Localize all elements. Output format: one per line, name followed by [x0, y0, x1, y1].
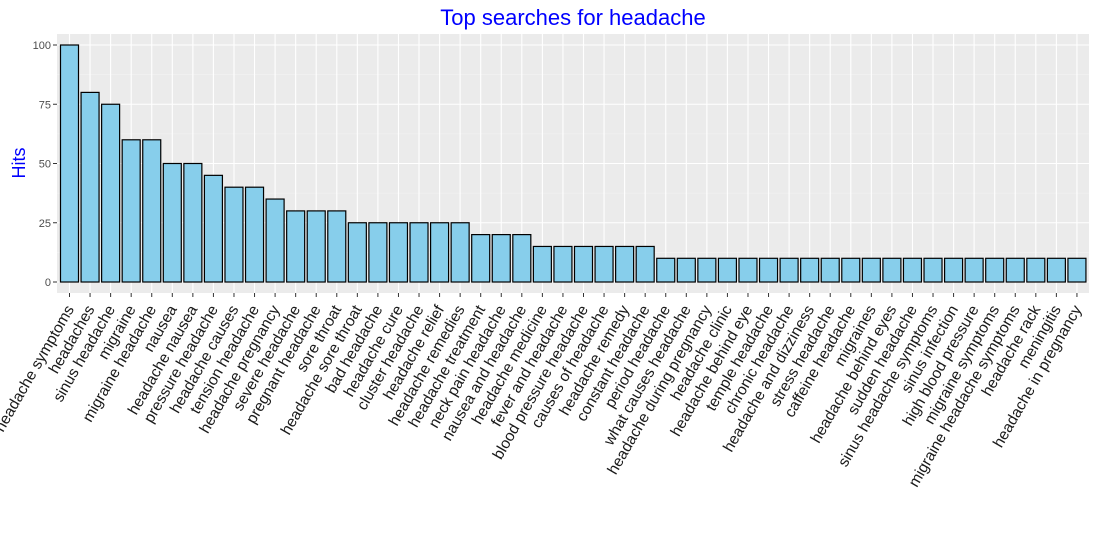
bar — [943, 257, 964, 283]
bar — [306, 210, 326, 283]
bar — [902, 257, 923, 283]
bar — [820, 257, 840, 283]
bar — [347, 222, 367, 283]
bar — [80, 91, 100, 283]
bars-group — [59, 44, 1087, 283]
bar — [758, 257, 779, 283]
bar — [101, 103, 121, 283]
bar — [1046, 257, 1066, 283]
bar — [573, 245, 594, 283]
bar — [1005, 257, 1025, 283]
y-tick-label: 0 — [45, 277, 51, 289]
bar — [923, 257, 943, 283]
bar — [800, 257, 820, 283]
bar — [224, 186, 244, 283]
bar — [162, 162, 182, 283]
bar — [429, 222, 450, 283]
bar — [1026, 257, 1046, 283]
bar — [1067, 257, 1087, 283]
bar — [738, 257, 758, 283]
bar — [388, 222, 409, 283]
bar — [697, 257, 717, 283]
bar — [615, 245, 635, 283]
bar — [779, 257, 799, 283]
bar — [59, 44, 80, 283]
y-axis-label: Hits — [9, 148, 29, 179]
bar — [553, 245, 573, 283]
bar — [244, 186, 265, 283]
bar — [861, 257, 881, 283]
bar — [594, 245, 614, 283]
bar — [121, 139, 141, 283]
bar — [882, 257, 902, 283]
y-tick-label: 75 — [39, 99, 51, 111]
bar — [286, 210, 306, 283]
bar — [142, 139, 162, 283]
y-tick-label: 50 — [39, 159, 51, 171]
bar — [183, 162, 203, 283]
bar — [327, 210, 347, 283]
bar — [985, 257, 1005, 283]
y-tick-label: 100 — [33, 40, 51, 52]
bar — [635, 245, 655, 283]
chart-title: Top searches for headache — [440, 5, 705, 30]
y-tick-label: 25 — [39, 218, 51, 230]
bar — [203, 174, 224, 283]
bar — [265, 198, 285, 283]
bar — [656, 257, 676, 283]
bar — [368, 222, 388, 283]
bar — [450, 222, 470, 283]
bar — [841, 257, 861, 283]
bar — [717, 257, 738, 283]
bar — [491, 234, 511, 283]
bar — [409, 222, 429, 283]
bar — [964, 257, 984, 283]
bar — [471, 234, 491, 283]
bar — [532, 245, 552, 283]
bar — [512, 234, 532, 283]
y-axis: 0 25 50 75 100 — [33, 40, 57, 289]
bar — [676, 257, 696, 283]
